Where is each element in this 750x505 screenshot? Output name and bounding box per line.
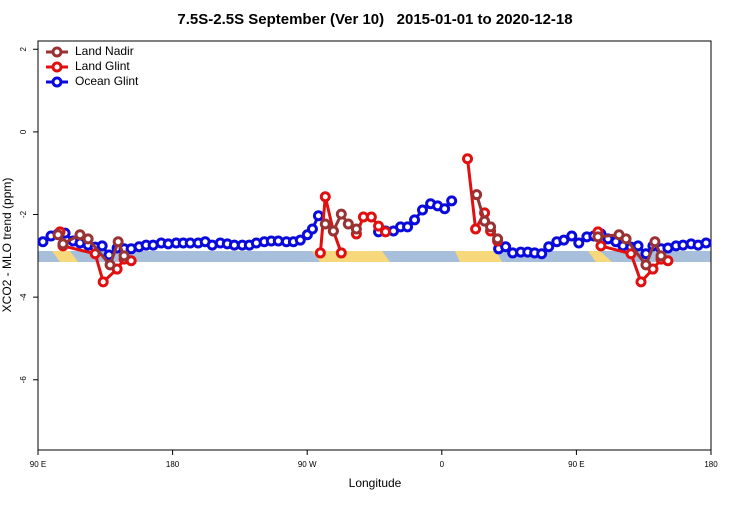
data-point (592, 231, 604, 243)
data-point (319, 191, 331, 203)
data-point (96, 240, 108, 252)
data-point (446, 195, 458, 207)
legend-label: Land Glint (75, 59, 130, 73)
legend-label: Land Nadir (75, 44, 134, 58)
series (54, 153, 674, 288)
data-point (500, 241, 512, 253)
data-point (402, 221, 414, 233)
data-point (662, 255, 674, 267)
data-point (312, 210, 324, 222)
legend-marker (51, 61, 63, 73)
data-point (558, 234, 570, 246)
data-point (595, 240, 607, 252)
data-point (342, 218, 354, 230)
x-tick-label: 180 (166, 460, 180, 469)
data-point (635, 276, 647, 288)
data-point (700, 237, 712, 249)
x-axis-label: Longitude (349, 476, 402, 490)
y-tick-label: 0 (19, 129, 28, 134)
data-point (409, 214, 421, 226)
data-point (543, 241, 555, 253)
data-point (306, 223, 318, 235)
x-tick-label: 180 (704, 460, 718, 469)
data-point (471, 189, 483, 201)
data-point (112, 236, 124, 248)
series (37, 195, 712, 261)
data-point (125, 255, 137, 267)
data-point (470, 223, 482, 235)
data-point (118, 250, 130, 262)
data-point (57, 238, 69, 250)
x-tick-label: 0 (440, 460, 445, 469)
legend-marker (51, 76, 63, 88)
y-tick-label: -2 (19, 210, 28, 218)
data-point (485, 221, 497, 233)
data-point (335, 247, 347, 259)
data-point (82, 233, 94, 245)
data-point (632, 240, 644, 252)
x-tick-label: 90 E (30, 460, 46, 469)
chart-title: 7.5S-2.5S September (Ver 10) 2015-01-01 … (177, 11, 572, 28)
data-point (365, 211, 377, 223)
data-point (625, 248, 637, 260)
data-point (655, 250, 667, 262)
land-band (312, 251, 390, 262)
data-point (52, 229, 64, 241)
data-point (566, 230, 578, 242)
y-tick-label: -6 (19, 376, 28, 384)
data-point (294, 234, 306, 246)
land-band (588, 251, 612, 262)
data-point (492, 233, 504, 245)
data-point (74, 229, 86, 241)
data-point (462, 153, 474, 165)
x-tick-label: 90 W (298, 460, 317, 469)
y-tick-label: 2 (19, 46, 28, 51)
data-point (573, 237, 585, 249)
data-point (350, 223, 362, 235)
data-point (97, 276, 109, 288)
data-point (640, 259, 652, 271)
data-point (649, 236, 661, 248)
data-point (373, 220, 385, 232)
x-tick-label: 90 E (568, 460, 584, 469)
data-point (319, 218, 331, 230)
data-point (327, 225, 339, 237)
series (52, 189, 667, 271)
y-axis-label: XCO2 - MLO trend (ppm) (0, 178, 14, 313)
legend-label: Ocean Glint (75, 74, 139, 88)
land-ocean-band (38, 251, 711, 262)
data-point (380, 226, 392, 238)
data-point (620, 233, 632, 245)
data-point (314, 247, 326, 259)
legend-marker (51, 46, 63, 58)
data-point (439, 203, 451, 215)
y-tick-label: -4 (19, 293, 28, 301)
data-point (104, 259, 116, 271)
data-point (417, 204, 429, 216)
data-point (335, 208, 347, 220)
plot-frame (37, 40, 712, 451)
land-band (455, 251, 502, 262)
data-point (37, 236, 49, 248)
data-point (536, 248, 548, 260)
land-band (52, 251, 78, 262)
